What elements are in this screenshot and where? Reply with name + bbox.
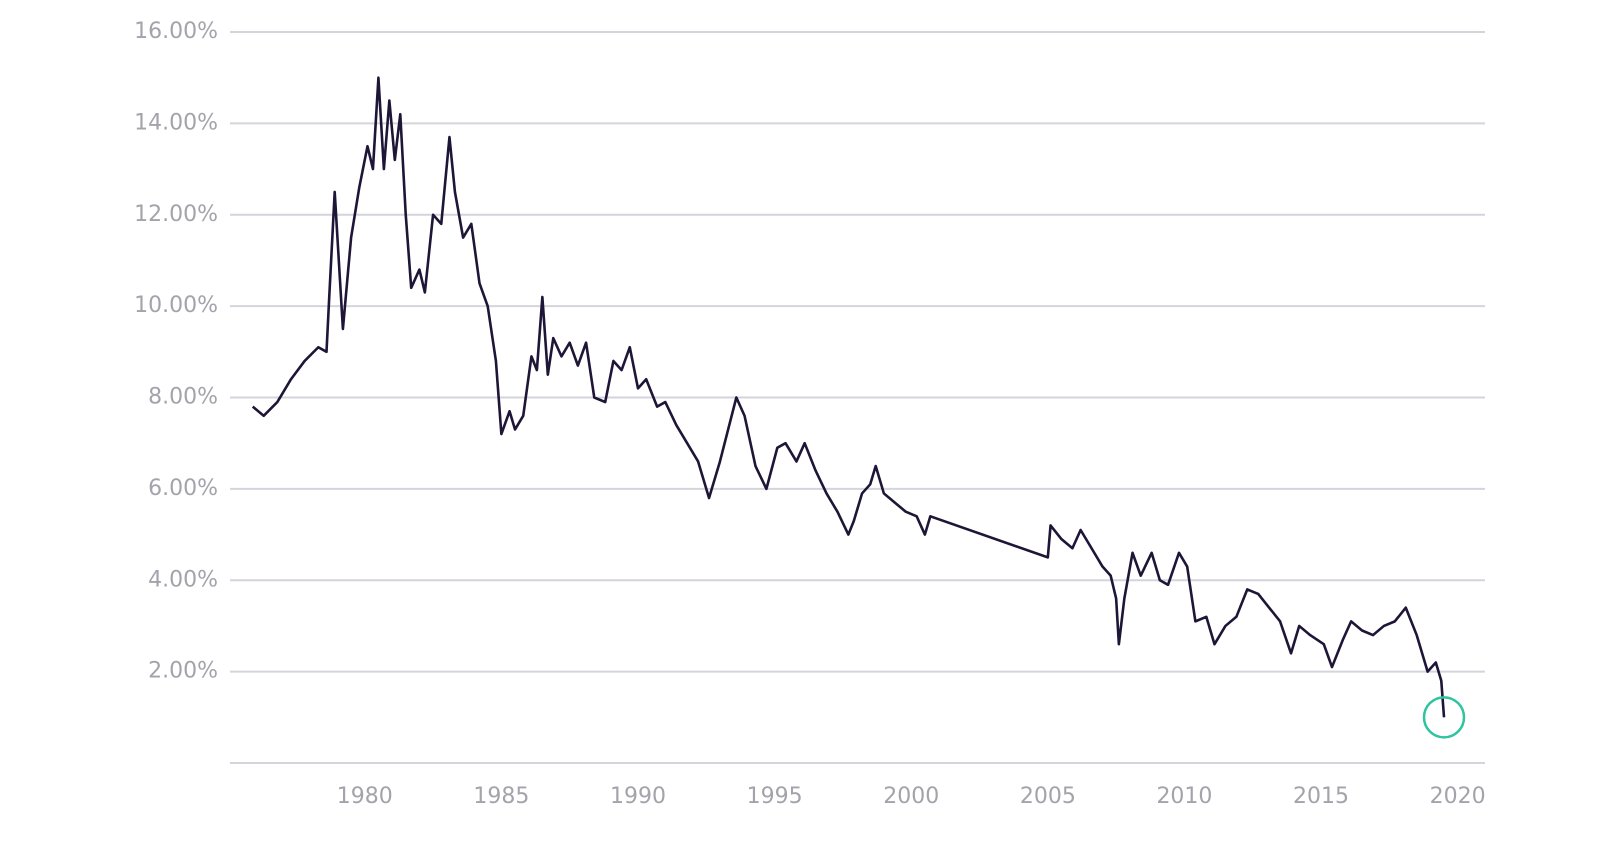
y-tick-label: 6.00% xyxy=(148,476,218,501)
y-tick-label: 14.00% xyxy=(134,110,218,135)
data-line xyxy=(251,76,1446,718)
y-tick-label: 16.00% xyxy=(134,19,218,44)
highlight-circle xyxy=(1422,696,1466,739)
y-tick-label: 4.00% xyxy=(148,567,218,592)
x-tick-label: 2010 xyxy=(1156,784,1212,809)
y-tick-label: 10.00% xyxy=(134,293,218,318)
x-tick-label: 2000 xyxy=(883,784,939,809)
x-tick-label: 2015 xyxy=(1293,784,1349,809)
y-tick-label: 12.00% xyxy=(134,202,218,227)
y-tick-label: 2.00% xyxy=(148,659,218,684)
x-tick-label: 1980 xyxy=(337,784,393,809)
x-tick-label: 2005 xyxy=(1020,784,1076,809)
x-tick-label: 1985 xyxy=(473,784,529,809)
y-tick-label: 8.00% xyxy=(148,385,218,410)
x-tick-label: 1990 xyxy=(610,784,666,809)
x-tick-label: 1995 xyxy=(747,784,803,809)
x-tick-label: 2020 xyxy=(1430,784,1486,809)
